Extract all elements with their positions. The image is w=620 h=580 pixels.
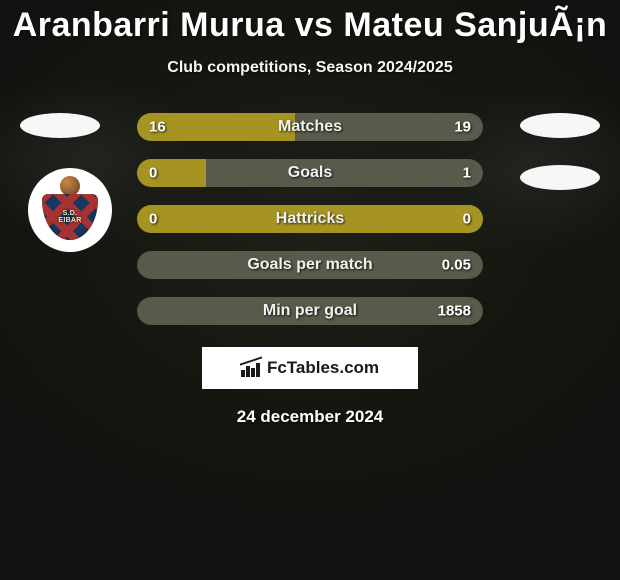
stat-bar: 0 1 Goals [137,159,483,187]
comparison-chart: S.D. EIBAR 16 19 Matches 0 1 Goals 0 0 Hattricks… [0,113,620,427]
stat-right-value: 19 [454,119,471,136]
club-badge: S.D. EIBAR [28,168,112,252]
stat-bar: 0.05 Goals per match [137,251,483,279]
brand-footer: FcTables.com [202,347,418,389]
stat-left-value: 16 [149,119,166,136]
stat-right-value: 0 [463,211,471,228]
stat-bar: 0 0 Hattricks [137,205,483,233]
player2-avatar-placeholder-1 [520,113,600,138]
stat-left-value: 0 [149,165,157,182]
bar-chart-icon [241,359,263,377]
subtitle: Club competitions, Season 2024/2025 [0,59,620,77]
stat-right-value: 1858 [438,303,471,320]
stat-label: Matches [278,118,342,136]
stat-right-value: 1 [463,165,471,182]
brand-name: FcTables.com [267,358,379,378]
stat-label: Goals per match [247,256,372,274]
page-title: Aranbarri Murua vs Mateu SanjuÃ¡n [0,0,620,45]
club-ball-icon [60,176,80,196]
stat-bar: 1858 Min per goal [137,297,483,325]
stat-bar: 16 19 Matches [137,113,483,141]
club-shield-icon: S.D. EIBAR [42,194,98,240]
player2-avatar-placeholder-2 [520,165,600,190]
stat-right-value: 0.05 [442,257,471,274]
date-text: 24 december 2024 [0,407,620,427]
stat-label: Min per goal [263,302,357,320]
stat-left-value: 0 [149,211,157,228]
player1-avatar-placeholder [20,113,100,138]
stat-label: Hattricks [276,210,344,228]
club-shield-text: S.D. EIBAR [56,210,84,224]
stat-label: Goals [288,164,332,182]
